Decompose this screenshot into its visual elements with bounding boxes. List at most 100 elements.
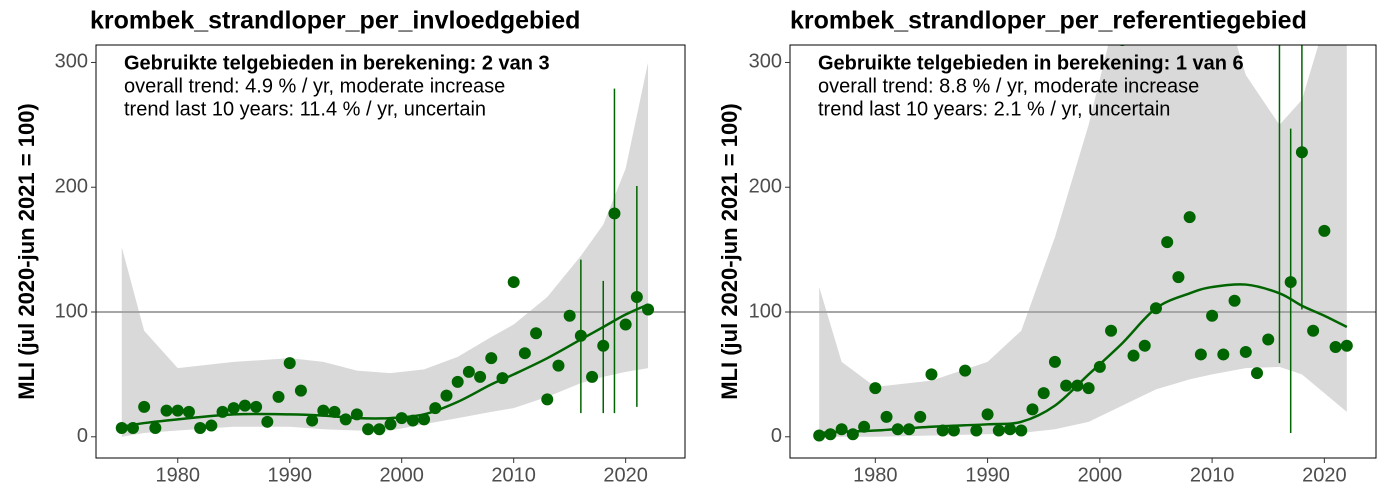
chart-title: krombek_strandloper_per_referentiegebied	[790, 7, 1307, 35]
annotation: overall trend: 8.8 % / yr, moderate incr…	[818, 75, 1199, 97]
data-point	[373, 423, 386, 436]
x-tick-label: 2000	[1078, 464, 1123, 486]
data-point	[574, 329, 587, 342]
data-point	[880, 410, 893, 423]
data-point	[914, 410, 927, 423]
data-point	[1127, 349, 1140, 362]
data-point	[586, 370, 599, 383]
data-point	[936, 424, 949, 437]
data-point	[1340, 339, 1353, 352]
data-point	[1284, 276, 1297, 289]
data-point	[992, 424, 1005, 437]
x-tick-label: 1980	[155, 464, 200, 486]
data-point	[597, 339, 610, 352]
y-tick-label: 200	[55, 176, 88, 198]
data-point	[1318, 224, 1331, 237]
data-point	[835, 423, 848, 436]
data-point	[1295, 146, 1308, 159]
plot-area	[96, 62, 685, 437]
data-point	[1307, 324, 1320, 337]
annotation: trend last 10 years: 11.4 % / yr, uncert…	[124, 98, 486, 120]
x-tick-label: 2010	[491, 464, 536, 486]
data-point	[552, 359, 565, 372]
data-point	[194, 422, 207, 435]
data-point	[824, 428, 837, 441]
annotation: Gebruikte telgebieden in berekening: 1 v…	[818, 52, 1244, 74]
data-point	[350, 408, 363, 421]
data-point	[328, 405, 341, 418]
data-point	[1138, 339, 1151, 352]
data-point	[115, 422, 128, 435]
data-point	[395, 412, 408, 425]
data-point	[959, 364, 972, 377]
data-point	[507, 276, 520, 289]
data-point	[1071, 379, 1084, 392]
data-point	[429, 402, 442, 415]
x-tick-label: 2020	[603, 464, 648, 486]
data-point	[1118, 45, 1126, 47]
panel: krombek_strandloper_per_invloedgebied MLI…	[14, 7, 686, 486]
data-point	[530, 327, 543, 340]
y-tick-label: 0	[771, 425, 782, 447]
data-point	[406, 414, 419, 427]
y-tick-label: 100	[55, 300, 88, 322]
data-point	[1026, 403, 1039, 416]
y-axis-label: MLI (jul 2020-jun 2021 = 100)	[717, 103, 742, 400]
annotation: trend last 10 years: 2.1 % / yr, uncerta…	[818, 98, 1170, 120]
data-point	[1262, 333, 1275, 346]
data-point	[1228, 294, 1241, 307]
plot-border	[789, 44, 1377, 459]
data-point	[418, 413, 431, 426]
data-point	[227, 402, 240, 415]
x-tick-label: 1990	[965, 464, 1010, 486]
data-point	[1206, 309, 1219, 322]
y-tick-label: 200	[749, 176, 782, 198]
data-point	[261, 415, 274, 428]
data-point	[283, 357, 296, 370]
data-point	[1217, 348, 1230, 361]
data-point	[1037, 387, 1050, 400]
data-point	[294, 384, 307, 397]
data-point	[518, 347, 531, 360]
data-point	[630, 291, 643, 304]
data-point	[1251, 367, 1264, 380]
data-point	[440, 389, 453, 402]
data-point	[205, 419, 218, 432]
data-point	[1082, 382, 1095, 395]
confidence-band	[819, 45, 1347, 437]
data-point	[541, 393, 554, 406]
data-point	[339, 413, 352, 426]
data-point	[384, 418, 397, 431]
data-point	[149, 422, 162, 435]
data-point	[858, 420, 871, 433]
data-point	[216, 405, 229, 418]
data-point	[1004, 423, 1017, 436]
data-point	[171, 404, 184, 417]
x-tick-label: 1980	[853, 464, 898, 486]
data-point	[902, 423, 915, 436]
data-point	[925, 368, 938, 381]
data-point	[451, 375, 464, 388]
data-point	[1239, 345, 1252, 358]
data-point	[642, 303, 655, 316]
data-point	[981, 408, 994, 421]
confidence-band	[121, 62, 649, 437]
data-point	[947, 424, 960, 437]
data-point	[238, 399, 251, 412]
data-point	[1329, 340, 1342, 353]
data-point	[182, 405, 195, 418]
data-point	[608, 207, 621, 220]
x-tick-label: 2000	[379, 464, 424, 486]
data-point	[306, 414, 319, 427]
data-point	[1194, 348, 1207, 361]
data-point	[813, 429, 826, 442]
x-tick-label: 2010	[1190, 464, 1235, 486]
data-point	[474, 370, 487, 383]
data-point	[160, 404, 173, 417]
data-point	[846, 428, 859, 441]
x-tick-label: 1990	[267, 464, 312, 486]
data-point	[496, 372, 509, 385]
data-point	[869, 382, 882, 395]
y-axis-label: MLI (jul 2020-jun 2021 = 100)	[14, 103, 39, 400]
plot-area	[790, 45, 1376, 442]
